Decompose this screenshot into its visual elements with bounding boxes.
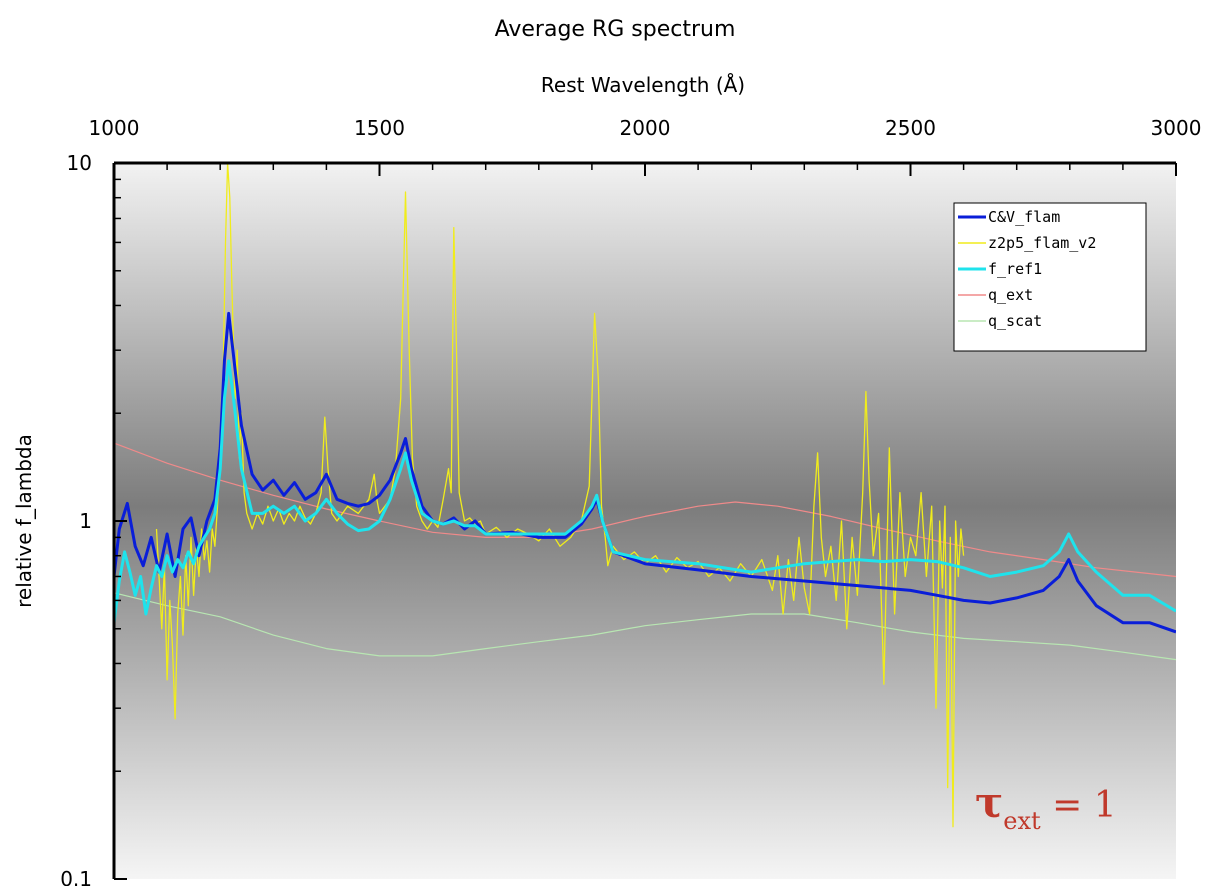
y-tick-label: 10 [67, 151, 92, 175]
legend-label-f-ref1: f_ref1 [988, 260, 1042, 278]
tau-symbol: τ [975, 778, 1003, 827]
y-axis-title: relative f_lambda [12, 434, 36, 608]
series-layer [114, 163, 1176, 828]
tau-subscript: ext [1003, 807, 1041, 835]
x-tick-label: 2000 [620, 116, 671, 140]
series-q-scat-line [114, 592, 1176, 661]
y-tick-label: 1 [79, 509, 92, 533]
legend-label-q-ext: q_ext [988, 286, 1033, 304]
series-q-ext-line [114, 442, 1176, 578]
legend: C&V_flam z2p5_flam_v2 f_ref1 q_ext q_scat [953, 202, 1147, 352]
series-f-ref1-line [114, 359, 1176, 623]
x-tick-label: 1000 [89, 116, 140, 140]
legend-label-z2p5-flam-v2: z2p5_flam_v2 [988, 234, 1096, 252]
x-tick-label: 1500 [354, 116, 405, 140]
x-axis-title: Rest Wavelength (Å) [541, 73, 745, 97]
x-tick-label: 3000 [1151, 116, 1202, 140]
tau-value: = 1 [1041, 785, 1117, 826]
legend-label-c-v-flam: C&V_flam [988, 208, 1060, 226]
y-tick-label: 0.1 [60, 867, 92, 886]
x-tick-label: 2500 [885, 116, 936, 140]
axes-layer: 1000 1500 2000 2500 3000 10 1 0.1 [60, 116, 1201, 886]
legend-label-q-scat: q_scat [988, 312, 1042, 330]
chart-title: Average RG spectrum [495, 17, 736, 42]
tau-annotation: τext = 1 [975, 778, 1117, 835]
legend-box [953, 202, 1147, 352]
